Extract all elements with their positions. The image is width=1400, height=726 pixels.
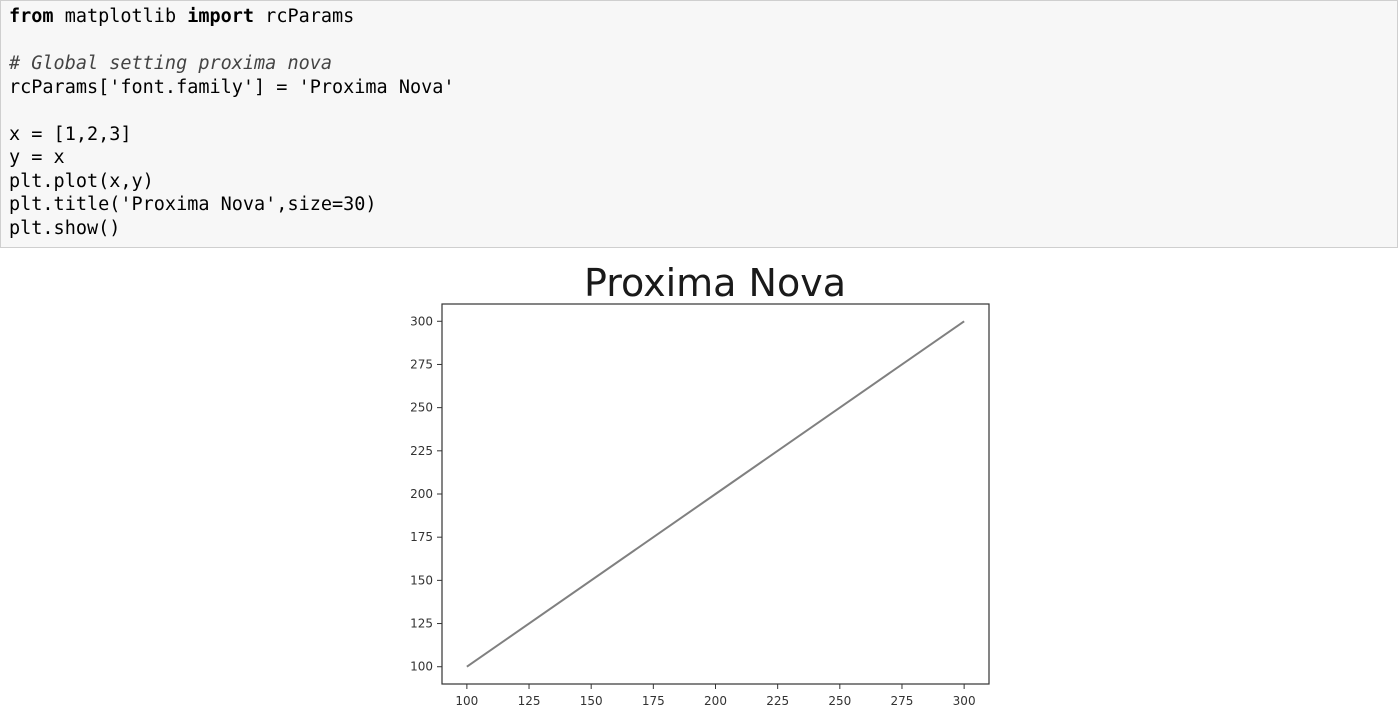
code-editor[interactable]: from matplotlib import rcParams # Global… <box>9 5 455 240</box>
y-tick-label: 100 <box>410 660 433 674</box>
code-line <box>9 29 455 53</box>
code-cell[interactable]: from matplotlib import rcParams # Global… <box>0 0 1398 248</box>
y-tick-label: 250 <box>410 401 433 415</box>
code-token: plt.plot(x,y) <box>9 170 154 192</box>
code-token: matplotlib <box>53 6 188 27</box>
x-tick-label: 125 <box>518 694 541 708</box>
code-line: rcParams['font.family'] = 'Proxima Nova' <box>9 76 455 100</box>
code-keyword: from <box>9 6 54 27</box>
code-line <box>9 99 455 123</box>
y-tick-label: 300 <box>410 314 433 328</box>
code-token: rcParams['font.family'] = 'Proxima Nova' <box>9 76 455 98</box>
code-token: y = x <box>9 147 65 168</box>
code-token: rcParams <box>254 6 355 27</box>
code-token: plt.show() <box>9 217 121 239</box>
x-tick-label: 275 <box>891 694 914 708</box>
code-token: plt.title('Proxima Nova',size=30) <box>9 194 377 215</box>
y-tick-label: 150 <box>410 573 433 587</box>
x-tick-label: 150 <box>580 694 603 708</box>
y-tick-label: 200 <box>410 487 433 501</box>
code-line: from matplotlib import rcParams <box>9 5 455 29</box>
x-tick-label: 100 <box>455 694 478 708</box>
code-keyword: import <box>187 6 255 27</box>
y-tick-label: 125 <box>410 617 433 631</box>
code-line: plt.show() <box>9 217 455 241</box>
code-comment: # Global setting proxima nova <box>9 53 333 74</box>
code-line: plt.plot(x,y) <box>9 170 455 194</box>
series-line <box>466 320 965 668</box>
chart-title: Proxima Nova <box>584 261 846 305</box>
plot-frame <box>441 303 990 685</box>
x-tick-label: 175 <box>642 694 665 708</box>
code-line: y = x <box>9 146 455 170</box>
line-chart: Proxima Nova 100 125 150 175 200 225 250 275 300… <box>410 261 990 708</box>
code-line: # Global setting proxima nova <box>9 52 455 76</box>
output-area: Proxima Nova 100 125 150 175 200 225 250 275 300… <box>0 248 1400 722</box>
x-tick-label: 225 <box>766 694 789 708</box>
code-line: x = [1,2,3] <box>9 123 455 147</box>
x-tick-label: 300 <box>953 694 976 708</box>
code-line: plt.title('Proxima Nova',size=30) <box>9 193 455 217</box>
x-tick-label: 200 <box>704 694 727 708</box>
y-tick-label: 225 <box>410 444 433 458</box>
y-tick-label: 175 <box>410 530 433 544</box>
code-token: x = [1,2,3] <box>9 123 132 145</box>
y-tick-label: 275 <box>410 357 433 371</box>
x-tick-label: 250 <box>828 694 851 708</box>
